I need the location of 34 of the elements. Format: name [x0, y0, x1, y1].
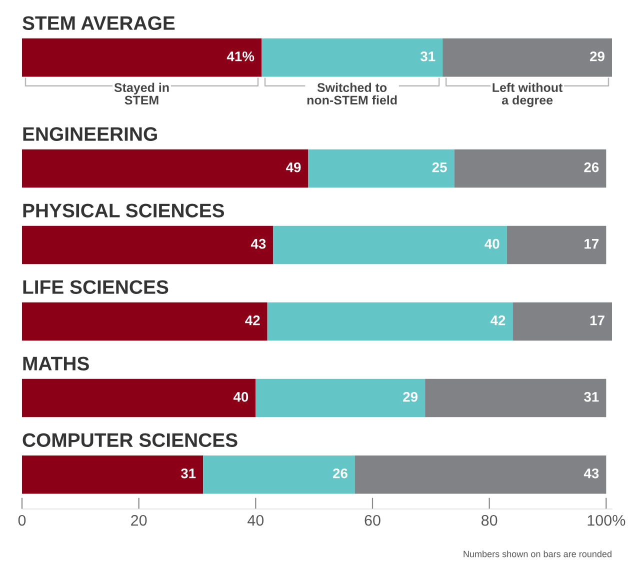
data-label: 31: [584, 392, 599, 402]
data-label: 26: [332, 468, 348, 478]
data-label: 31: [180, 468, 196, 478]
data-label: 40: [233, 392, 248, 402]
data-label: 41%: [226, 51, 254, 62]
y-tick-label: MATHS: [23, 356, 89, 370]
data-label: 43: [584, 468, 599, 478]
data-label: 29: [590, 51, 604, 62]
y-tick-label: COMPUTER SCIENCES: [22, 433, 238, 448]
series-label: Switched to non-STEM field: [307, 82, 397, 105]
data-label: 40: [484, 238, 500, 249]
y-tick-label: ENGINEERING: [23, 127, 157, 141]
data-label: 17: [590, 316, 604, 326]
data-label: 29: [403, 392, 418, 402]
x-tick-label: 40: [248, 514, 264, 526]
data-label: 49: [286, 162, 301, 172]
x-tick-label: 80: [481, 514, 498, 526]
x-tick-label: 0: [18, 514, 26, 526]
data-label: 42: [490, 315, 506, 326]
text: Numbers shown on bars are rounded: [464, 550, 612, 558]
data-label: 25: [432, 162, 447, 172]
x-tick-label: 100%: [588, 514, 626, 526]
series-label: Left without a degree: [492, 82, 563, 108]
y-tick-label: PHYSICAL SCIENCES: [23, 204, 224, 218]
data-label: 31: [420, 51, 436, 62]
data-label: 17: [584, 239, 599, 249]
x-tick-label: 60: [364, 514, 380, 526]
data-label: 26: [584, 162, 599, 172]
y-tick-label: STEM AVERAGE: [22, 16, 175, 30]
data-label: 43: [250, 238, 266, 249]
x-tick-label: 20: [131, 514, 147, 526]
data-label: 42: [245, 315, 260, 326]
y-tick-label: LIFE SCIENCES: [23, 280, 168, 294]
series-label: Stayed in STEM: [114, 82, 169, 105]
